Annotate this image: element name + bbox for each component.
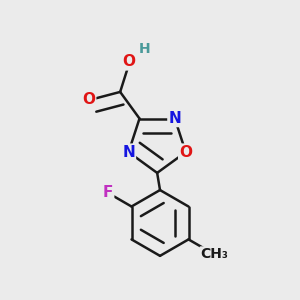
Text: N: N <box>122 145 135 160</box>
Text: O: O <box>122 54 135 69</box>
Text: O: O <box>82 92 95 106</box>
Text: CH₃: CH₃ <box>201 248 229 261</box>
Text: N: N <box>168 111 181 126</box>
Text: H: H <box>139 42 150 56</box>
Text: F: F <box>103 185 113 200</box>
Text: O: O <box>179 145 192 160</box>
